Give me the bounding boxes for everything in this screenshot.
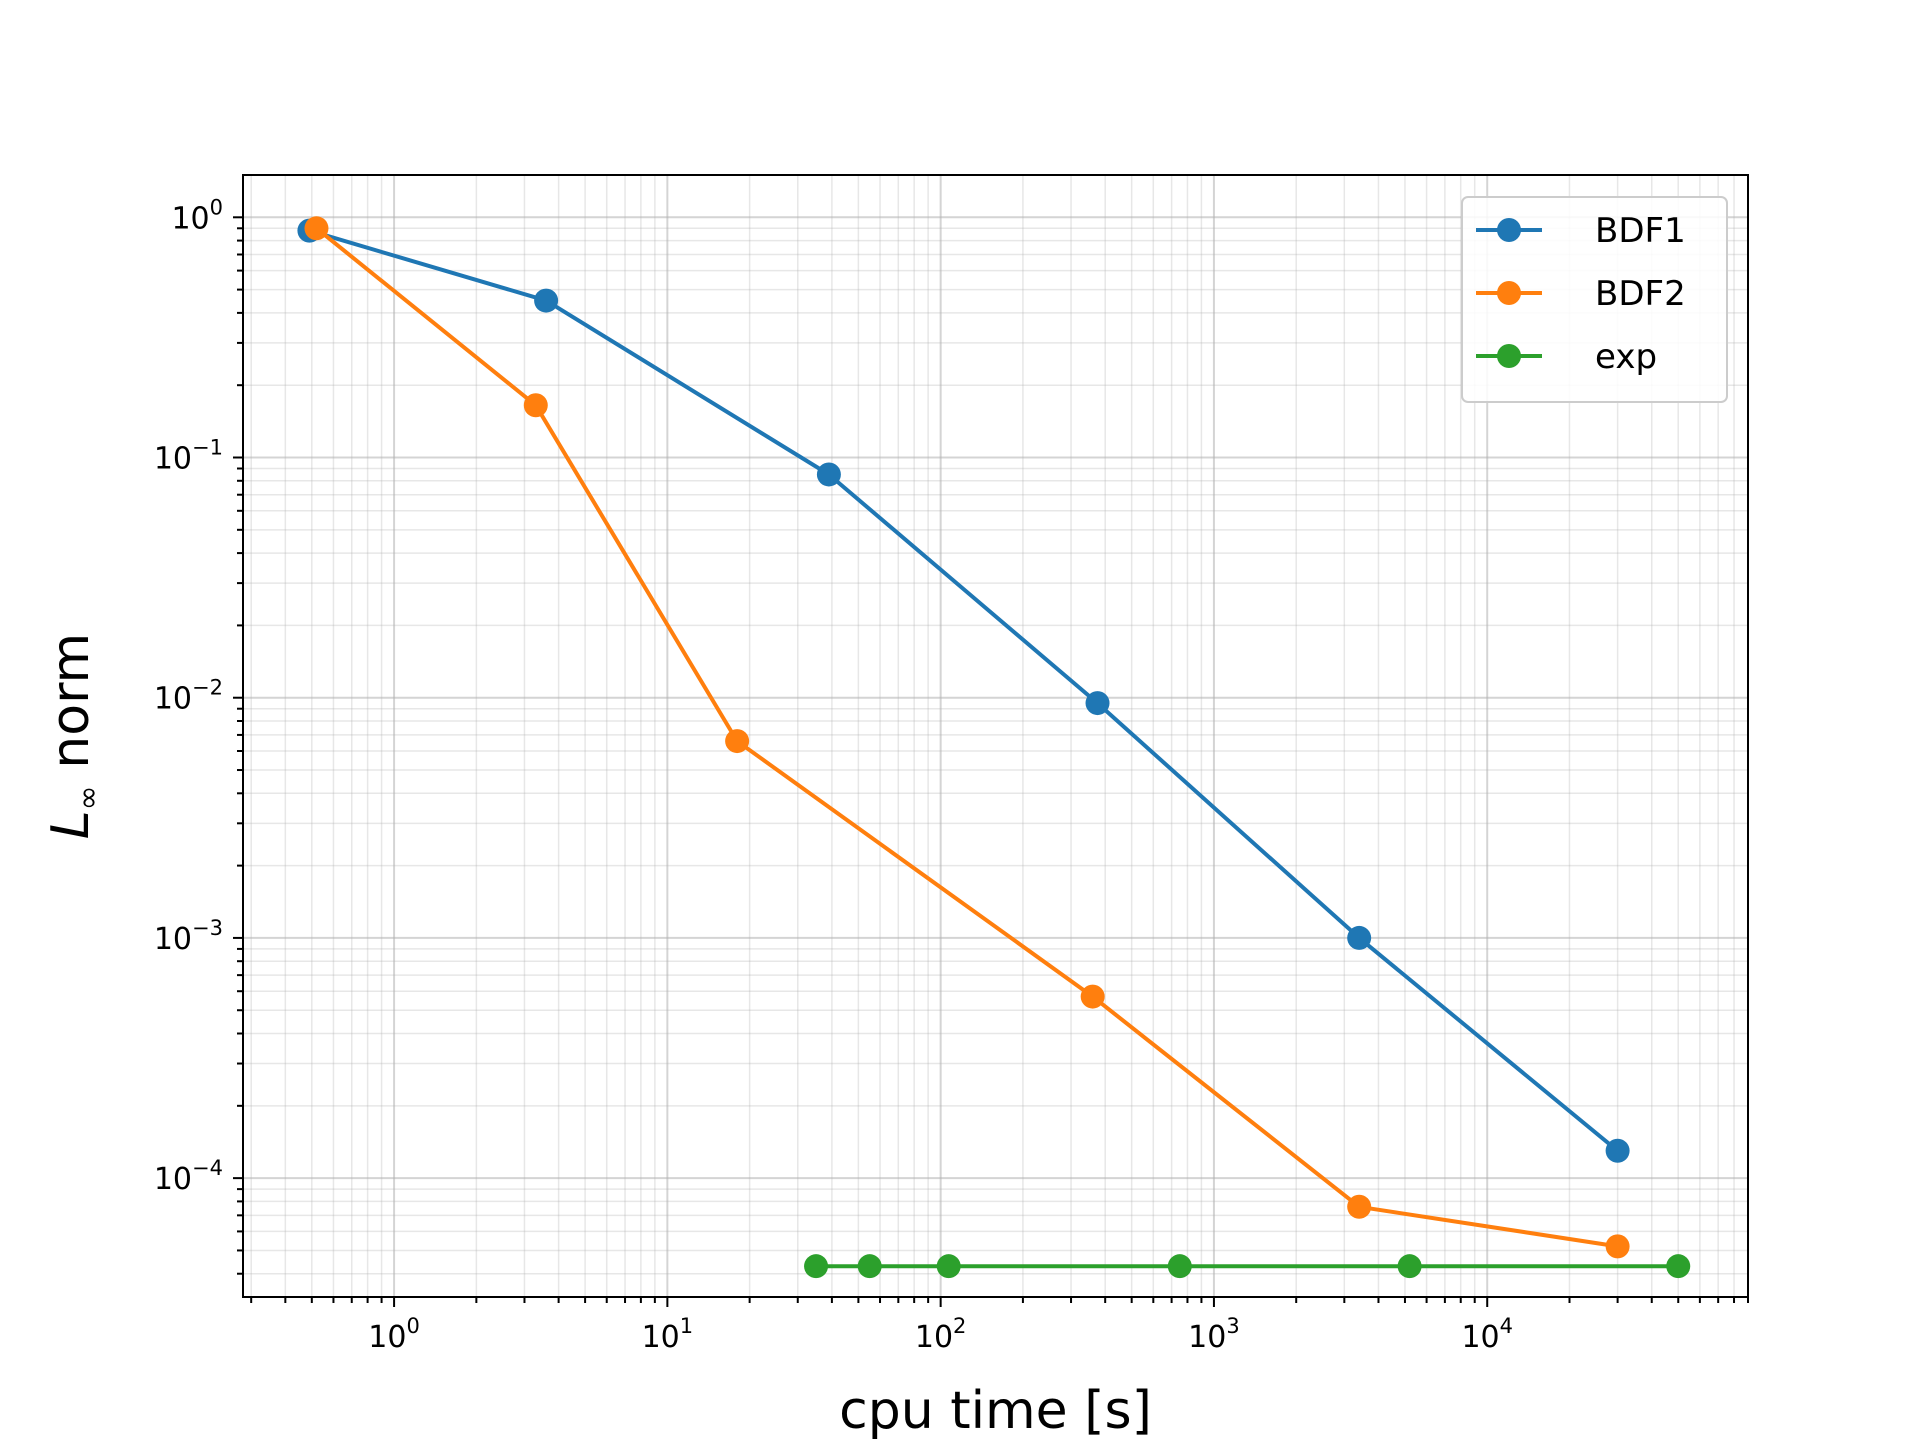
data-point-bdf2	[304, 216, 329, 241]
x-tick-label: 102	[915, 1314, 967, 1355]
legend-label: BDF1	[1595, 211, 1686, 251]
data-point-bdf1	[1347, 925, 1372, 950]
data-point-exp	[1397, 1254, 1422, 1279]
data-point-bdf1	[1085, 691, 1110, 716]
data-point-exp	[1167, 1254, 1192, 1279]
y-tick-exponent: 0	[210, 195, 223, 219]
data-point-exp	[857, 1254, 882, 1279]
y-tick-base: 10	[154, 1162, 192, 1197]
data-point-exp	[1666, 1254, 1691, 1279]
x-tick-label: 100	[368, 1314, 420, 1355]
legend-label: BDF2	[1595, 274, 1686, 314]
legend-swatch-marker	[1497, 344, 1521, 368]
data-point-bdf1	[534, 288, 559, 313]
legend-swatch-marker	[1497, 218, 1521, 242]
legend: BDF1 BDF2 exp	[1461, 196, 1728, 403]
y-axis-title-subscript: ∞	[71, 785, 106, 810]
data-point-bdf2	[725, 729, 750, 754]
legend-swatch-marker	[1497, 281, 1521, 305]
data-point-bdf2	[523, 393, 548, 418]
y-tick-exponent: −4	[192, 1156, 223, 1180]
x-tick-label: 103	[1188, 1314, 1240, 1355]
y-tick-exponent: −3	[192, 916, 223, 940]
x-tick-base: 10	[915, 1320, 953, 1355]
x-tick-base: 10	[1188, 1320, 1226, 1355]
series-bdf2	[304, 216, 1630, 1259]
legend-label: exp	[1595, 337, 1657, 377]
legend-item: exp	[1476, 337, 1657, 377]
x-axis-title: cpu time [s]	[839, 1381, 1152, 1440]
y-tick-base: 10	[154, 922, 192, 957]
y-axis-title: L∞ norm	[41, 633, 106, 839]
x-tick-exponent: 4	[1500, 1314, 1513, 1338]
data-point-bdf2	[1605, 1234, 1630, 1259]
y-tick-exponent: −2	[192, 676, 223, 700]
legend-item: BDF2	[1476, 274, 1686, 314]
x-tick-exponent: 2	[953, 1314, 966, 1338]
data-point-bdf2	[1080, 984, 1105, 1009]
x-tick-label: 104	[1461, 1314, 1513, 1355]
legend-entries: BDF1 BDF2 exp	[1476, 211, 1686, 377]
x-tick-base: 10	[642, 1320, 680, 1355]
data-point-bdf1	[1605, 1138, 1630, 1163]
plot-frame	[242, 174, 1749, 1298]
data-point-bdf1	[816, 462, 841, 487]
y-tick-base: 10	[154, 442, 192, 477]
legend-item: BDF1	[1476, 211, 1686, 251]
y-tick-label: 100	[171, 195, 223, 236]
x-tick-label: 101	[642, 1314, 694, 1355]
series-line-bdf2	[315, 226, 1618, 1249]
x-tick-exponent: 0	[406, 1314, 419, 1338]
data-point-bdf2	[1347, 1194, 1372, 1219]
y-tick-label: 10−4	[154, 1156, 223, 1197]
y-tick-label: 10−2	[154, 676, 223, 717]
data-point-exp	[936, 1254, 961, 1279]
y-axis-title-rest: norm	[41, 633, 101, 785]
y-tick-base: 10	[171, 201, 209, 236]
y-tick-label: 10−1	[154, 436, 223, 477]
x-tick-base: 10	[368, 1320, 406, 1355]
legend-box	[1461, 196, 1728, 403]
x-tick-exponent: 1	[680, 1314, 693, 1338]
series-layer	[297, 216, 1691, 1279]
y-tick-label: 10−3	[154, 916, 223, 957]
series-line-bdf1	[308, 228, 1619, 1153]
x-tick-exponent: 3	[1226, 1314, 1239, 1338]
y-axis-title-main: L	[41, 810, 101, 839]
data-point-exp	[804, 1254, 829, 1279]
x-tick-base: 10	[1461, 1320, 1499, 1355]
y-tick-base: 10	[154, 682, 192, 717]
y-tick-exponent: −1	[192, 436, 223, 460]
series-exp	[804, 1254, 1691, 1279]
